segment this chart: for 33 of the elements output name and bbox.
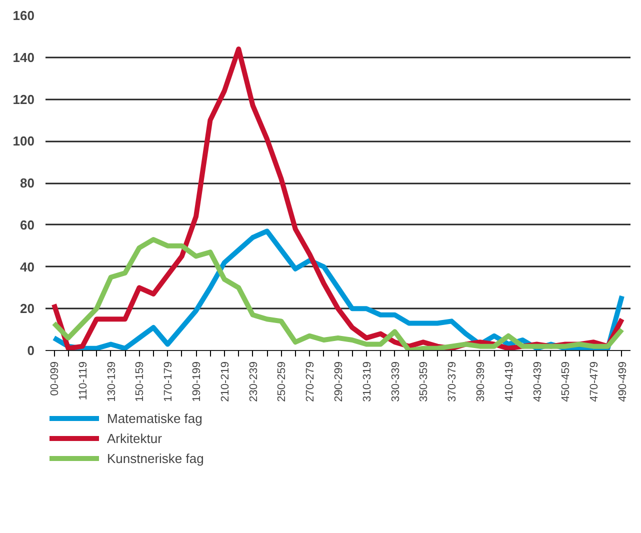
x-tick-label: 270-279 — [304, 361, 317, 402]
x-tick-label: 170-179 — [162, 361, 175, 402]
x-tick-label: 150-159 — [134, 361, 146, 402]
x-tick-label: 230-239 — [248, 361, 260, 402]
x-tick-label: 490-499 — [616, 361, 629, 402]
x-tick-label: 110-119 — [77, 361, 90, 400]
legend-label: Matematiske fag — [107, 410, 202, 428]
x-tick-label: 470-479 — [588, 361, 601, 402]
x-tick-label: 430-439 — [532, 361, 544, 402]
x-tick-label: 210-219 — [219, 361, 232, 402]
x-tick-label: 330-339 — [390, 361, 402, 402]
y-tick-label: 60 — [20, 217, 35, 232]
x-tick-label: 190-199 — [191, 361, 204, 402]
y-tick-label: 40 — [20, 259, 35, 274]
y-tick-label: 80 — [20, 176, 35, 190]
x-tick-label: 450-459 — [560, 361, 572, 402]
x-tick-label: 390-399 — [474, 361, 487, 402]
y-tick-label: 100 — [12, 134, 35, 149]
y-tick-label: 0 — [27, 343, 35, 358]
legend-label: Kunstneriske fag — [107, 450, 204, 468]
y-tick-label: 20 — [20, 301, 35, 316]
x-tick-label: 130-139 — [106, 361, 118, 402]
x-tick-label: 370-379 — [446, 361, 459, 402]
x-tick-label: 310-319 — [361, 361, 374, 402]
x-tick-label: 290-299 — [333, 361, 345, 402]
y-tick-label: 160 — [12, 8, 35, 23]
y-tick-label: 120 — [12, 92, 35, 107]
x-tick-label: 00-099 — [49, 361, 62, 396]
y-tick-label: 140 — [12, 50, 35, 65]
x-tick-label: 410-419 — [503, 361, 516, 402]
x-tick-label: 250-259 — [276, 361, 288, 402]
x-tick-label: 350-359 — [418, 361, 430, 402]
legend-label: Arkitektur — [107, 430, 162, 448]
